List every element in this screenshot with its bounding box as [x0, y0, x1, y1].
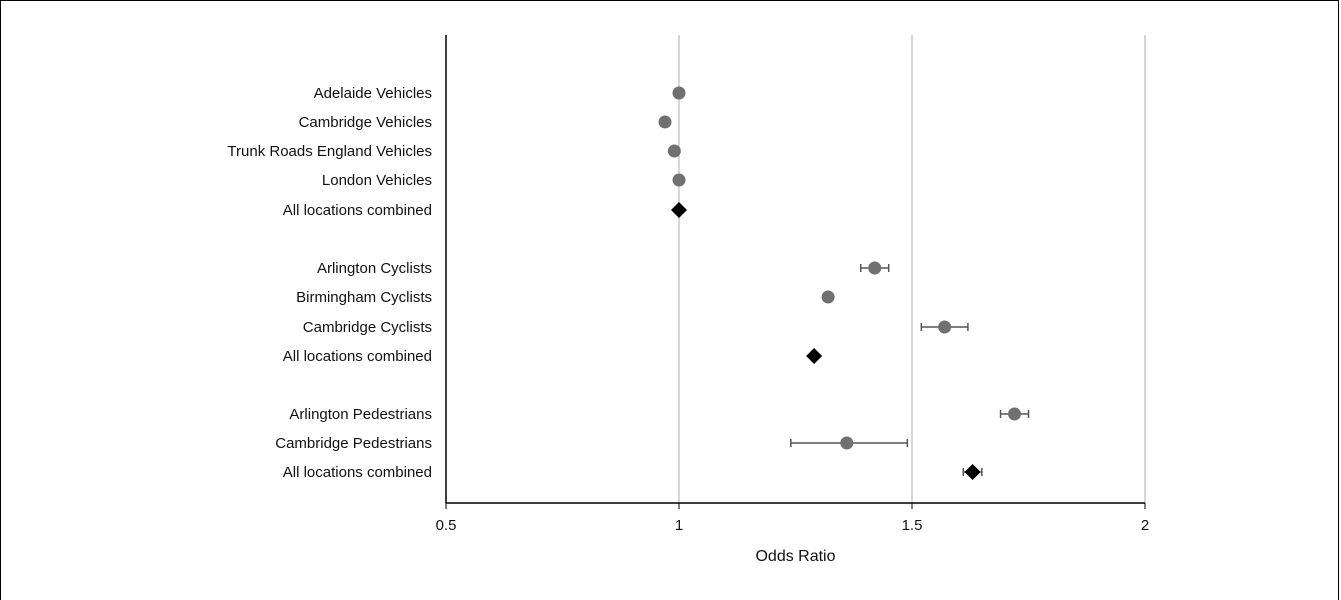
row-label: London Vehicles [322, 172, 432, 189]
x-tick-label: 1.5 [902, 517, 923, 534]
data-point [821, 290, 835, 304]
row-label: All locations combined [283, 464, 432, 481]
combined-diamond-marker [671, 202, 687, 218]
row-label: All locations combined [283, 348, 432, 365]
row-label: Arlington Cyclists [317, 260, 432, 277]
data-point [672, 86, 686, 100]
data-point [938, 320, 952, 334]
x-tick-label: 1 [675, 517, 683, 534]
data-point [658, 115, 672, 129]
data-point [868, 261, 882, 275]
axes [445, 35, 1146, 509]
row-label: Birmingham Cyclists [296, 289, 432, 306]
x-tick-label: 2 [1141, 517, 1149, 534]
row-label: Arlington Pedestrians [289, 406, 432, 423]
row-label: Cambridge Vehicles [299, 114, 432, 131]
row-labels: Adelaide Vehicles Cambridge Vehicles Trunk… [227, 85, 432, 481]
combined-diamond-marker [964, 464, 981, 480]
x-axis-title: Odds Ratio [755, 548, 835, 565]
x-tick-labels: 0.5 1 1.5 2 [436, 517, 1150, 534]
data-point [667, 144, 681, 158]
row-label: Cambridge Cyclists [303, 319, 432, 336]
row-label: Trunk Roads England Vehicles [227, 143, 432, 160]
combined-diamond-marker [806, 348, 823, 364]
row-label: Adelaide Vehicles [314, 85, 432, 102]
row-label: Cambridge Pedestrians [275, 435, 432, 452]
data-marks [658, 86, 1030, 480]
data-point [1008, 407, 1022, 421]
data-point [840, 436, 854, 450]
x-tick-label: 0.5 [436, 517, 457, 534]
row-label: All locations combined [283, 202, 432, 219]
data-point [672, 173, 686, 187]
gridlines [678, 35, 1146, 503]
